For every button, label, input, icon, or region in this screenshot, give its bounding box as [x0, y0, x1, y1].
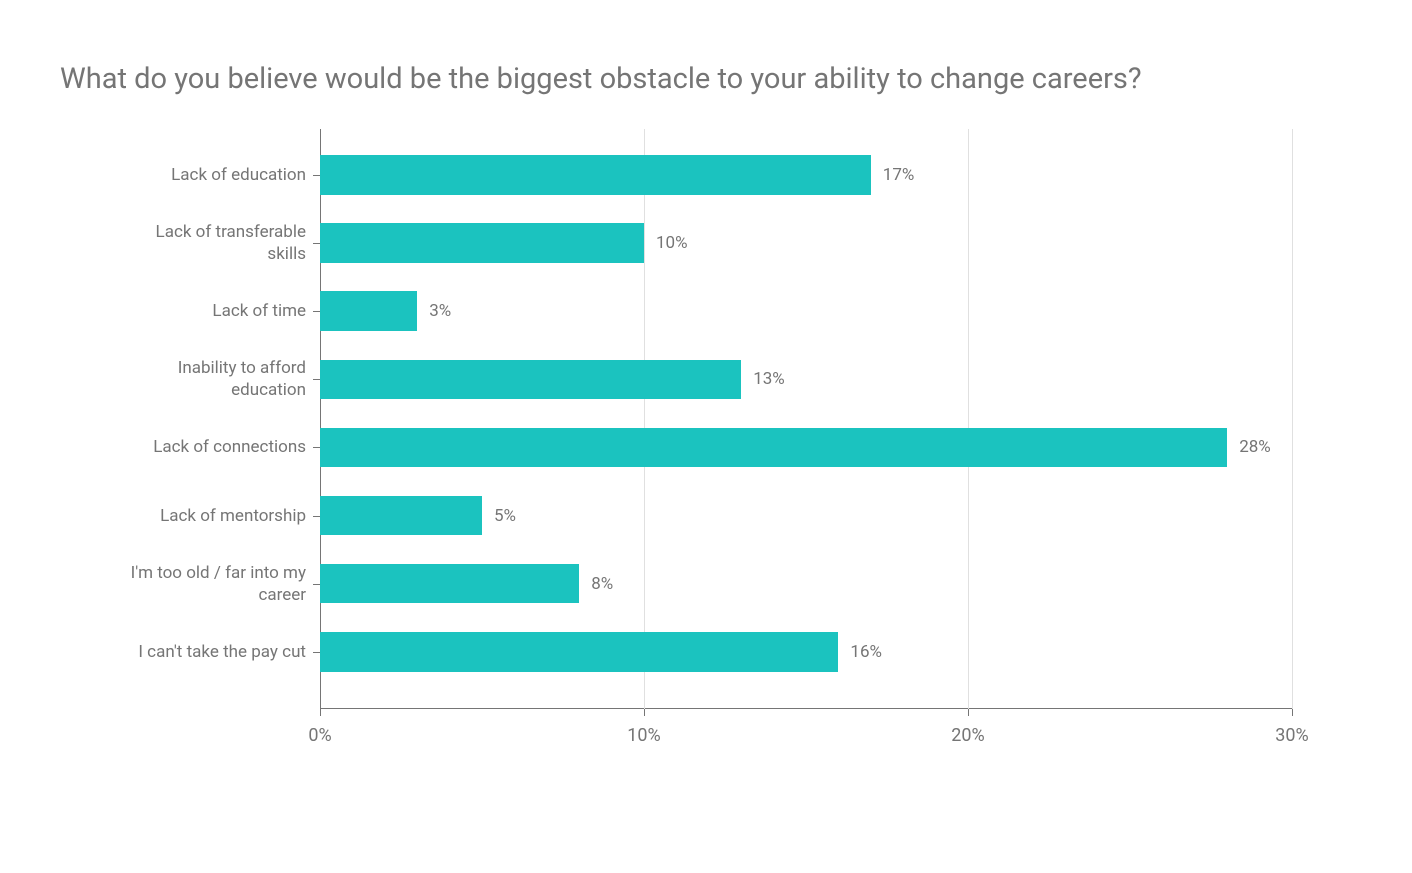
- y-tick-mark: [313, 584, 320, 585]
- chart-row: Lack of connections28%: [320, 428, 1292, 468]
- y-tick-mark: [313, 243, 320, 244]
- plot-area: 0%10%20%30%Lack of education17%Lack of t…: [320, 129, 1292, 749]
- value-label: 17%: [883, 165, 915, 185]
- gridline: [1292, 129, 1293, 709]
- chart-container: What do you believe would be the biggest…: [0, 0, 1412, 873]
- value-label: 13%: [753, 369, 785, 389]
- x-tick-label: 20%: [951, 725, 984, 746]
- chart-row: Lack of transferable skills10%: [320, 223, 1292, 263]
- gridline: [968, 129, 969, 709]
- bar: 28%: [320, 428, 1227, 468]
- x-tick-mark: [644, 709, 645, 716]
- value-label: 28%: [1239, 437, 1271, 457]
- value-label: 5%: [494, 506, 516, 526]
- x-tick-mark: [968, 709, 969, 716]
- x-tick-mark: [320, 709, 321, 716]
- value-label: 10%: [656, 233, 688, 253]
- chart-row: Lack of education17%: [320, 155, 1292, 195]
- y-axis-line: [320, 129, 321, 709]
- y-tick-mark: [313, 652, 320, 653]
- gridline: [644, 129, 645, 709]
- category-label: Inability to afford education: [66, 357, 306, 401]
- plot-inner: 0%10%20%30%Lack of education17%Lack of t…: [320, 129, 1292, 709]
- y-tick-mark: [313, 379, 320, 380]
- bar: 16%: [320, 632, 838, 672]
- value-label: 3%: [429, 301, 451, 321]
- chart-row: Lack of time3%: [320, 291, 1292, 331]
- value-label: 16%: [850, 642, 882, 662]
- chart-row: I'm too old / far into my career8%: [320, 564, 1292, 604]
- y-tick-mark: [313, 311, 320, 312]
- category-label: I'm too old / far into my career: [66, 562, 306, 606]
- bar: 10%: [320, 223, 644, 263]
- bar: 5%: [320, 496, 482, 536]
- value-label: 8%: [591, 574, 613, 594]
- category-label: I can't take the pay cut: [66, 641, 306, 663]
- category-label: Lack of mentorship: [66, 505, 306, 527]
- bar: 17%: [320, 155, 871, 195]
- chart-title: What do you believe would be the biggest…: [60, 60, 1260, 99]
- y-tick-mark: [313, 447, 320, 448]
- bar: 13%: [320, 360, 741, 400]
- category-label: Lack of transferable skills: [66, 221, 306, 265]
- category-label: Lack of education: [66, 164, 306, 186]
- category-label: Lack of connections: [66, 436, 306, 458]
- chart-row: Inability to afford education13%: [320, 360, 1292, 400]
- chart-row: I can't take the pay cut16%: [320, 632, 1292, 672]
- category-label: Lack of time: [66, 300, 306, 322]
- y-tick-mark: [313, 175, 320, 176]
- y-tick-mark: [313, 516, 320, 517]
- x-tick-label: 30%: [1275, 725, 1308, 746]
- x-tick-label: 0%: [308, 725, 331, 746]
- x-axis-line: [320, 708, 1292, 709]
- bar: 3%: [320, 291, 417, 331]
- bar: 8%: [320, 564, 579, 604]
- chart-row: Lack of mentorship5%: [320, 496, 1292, 536]
- x-tick-mark: [1292, 709, 1293, 716]
- x-tick-label: 10%: [627, 725, 660, 746]
